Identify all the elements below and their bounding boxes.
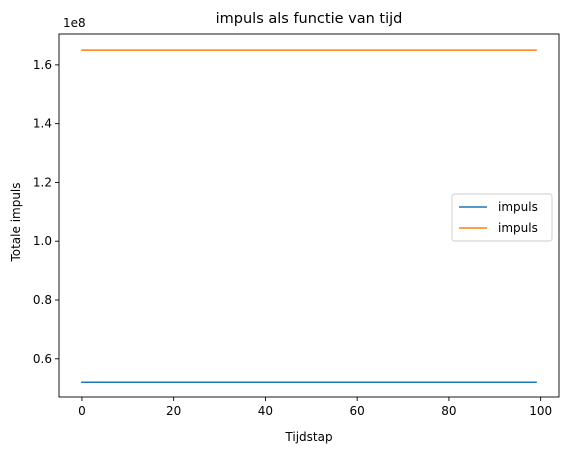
y-tick-label: 0.6 xyxy=(33,352,52,366)
x-tick-label: 100 xyxy=(529,404,552,418)
y-tick-label: 0.8 xyxy=(33,293,52,307)
x-tick-label: 80 xyxy=(441,404,456,418)
x-tick-label: 40 xyxy=(258,404,273,418)
x-tick-label: 60 xyxy=(350,404,365,418)
plot-area: 0 20 40 60 80 100 0.6 0.8 1.0 1.2 1.4 1.6 impuls impu… xyxy=(33,33,560,418)
x-tick-label: 0 xyxy=(78,404,86,418)
y-axis-label: Totale impuls xyxy=(9,182,23,262)
legend-label-2: impuls xyxy=(498,221,538,235)
y-tick-label: 1.6 xyxy=(33,58,52,72)
axes-frame xyxy=(58,33,560,398)
y-axis-multiplier: 1e8 xyxy=(63,16,86,30)
x-tick-label: 20 xyxy=(166,404,181,418)
legend-label-1: impuls xyxy=(498,200,538,214)
y-tick-label: 1.0 xyxy=(33,234,52,248)
chart-title: impuls als functie van tijd xyxy=(216,11,403,27)
legend-box xyxy=(451,193,553,242)
y-tick-label: 1.4 xyxy=(33,117,52,131)
y-tick-label: 1.2 xyxy=(33,175,52,189)
x-axis-label: Tijdstap xyxy=(284,430,332,444)
